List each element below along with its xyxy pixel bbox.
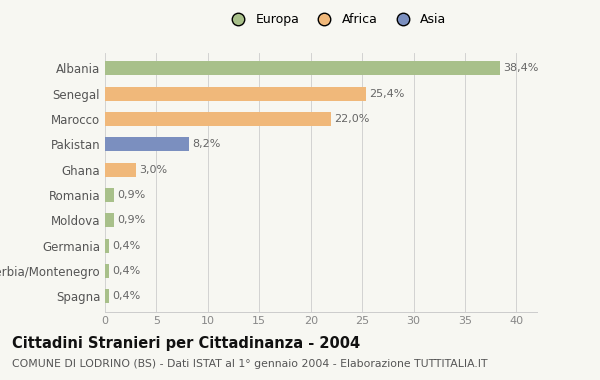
Bar	[105, 62, 500, 75]
Text: 3,0%: 3,0%	[139, 165, 167, 175]
Text: 0,4%: 0,4%	[112, 266, 140, 276]
Bar	[105, 138, 190, 151]
Bar	[105, 87, 366, 101]
Text: 0,9%: 0,9%	[118, 215, 146, 225]
Legend: Europa, Africa, Asia: Europa, Africa, Asia	[221, 8, 452, 31]
Bar	[105, 112, 331, 126]
Text: 8,2%: 8,2%	[193, 139, 221, 149]
Text: 0,9%: 0,9%	[118, 190, 146, 200]
Bar	[105, 264, 109, 278]
Bar	[105, 163, 136, 177]
Text: COMUNE DI LODRINO (BS) - Dati ISTAT al 1° gennaio 2004 - Elaborazione TUTTITALIA: COMUNE DI LODRINO (BS) - Dati ISTAT al 1…	[12, 359, 487, 369]
Bar	[105, 214, 114, 227]
Text: 22,0%: 22,0%	[334, 114, 370, 124]
Text: 25,4%: 25,4%	[370, 89, 405, 99]
Bar	[105, 290, 109, 303]
Bar	[105, 239, 109, 253]
Bar	[105, 188, 114, 202]
Text: 0,4%: 0,4%	[112, 241, 140, 251]
Text: Cittadini Stranieri per Cittadinanza - 2004: Cittadini Stranieri per Cittadinanza - 2…	[12, 336, 360, 351]
Text: 0,4%: 0,4%	[112, 291, 140, 301]
Text: 38,4%: 38,4%	[503, 63, 538, 73]
